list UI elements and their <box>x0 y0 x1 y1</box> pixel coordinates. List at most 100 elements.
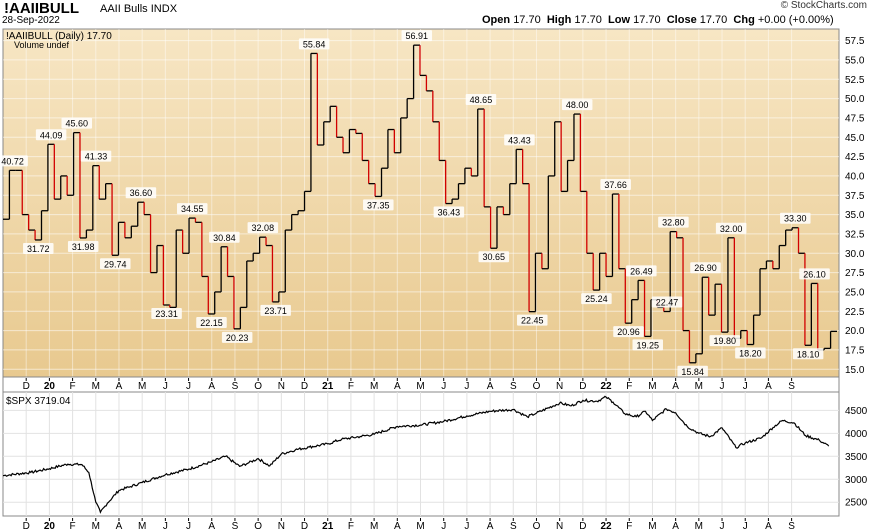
main-y-axis: 15.0 17.5 20.0 22.5 25.0 27.5 30.0 32.5 35.0 37.5… <box>845 36 865 376</box>
volume-note: Volume undef <box>14 40 70 50</box>
data-label: 30.65 <box>483 252 506 262</box>
data-label: 44.09 <box>40 130 63 140</box>
x-tick-label: A <box>672 521 679 531</box>
x-tick-label: M <box>370 381 378 392</box>
x-tick-label: 22 <box>600 381 612 392</box>
data-label-box <box>61 117 93 129</box>
x-tick-label: J <box>720 381 725 392</box>
data-label: 22.45 <box>521 316 544 326</box>
close-label: Close <box>666 14 697 26</box>
x-tick-label: A <box>487 521 494 531</box>
x-tick-label: J <box>186 381 191 392</box>
data-label: 23.31 <box>155 309 178 319</box>
data-label: 36.43 <box>438 208 461 218</box>
high-value: 17.70 <box>574 14 602 26</box>
x-tick-label: J <box>743 521 748 531</box>
x-tick-label: M <box>92 381 100 392</box>
high-label: High <box>546 14 572 26</box>
x-tick-label: M <box>138 381 146 392</box>
main-panel-background <box>2 28 840 378</box>
date-axis-bottom: D 20 F M A M J J A S O N D 21 F M A M J J A S O N D 22 F M A M J J A S <box>23 518 795 531</box>
x-tick-label: S <box>788 381 795 392</box>
data-label-box <box>196 316 227 328</box>
x-tick-label: A <box>672 381 679 392</box>
x-tick-label: F <box>626 381 632 392</box>
data-label-box <box>677 365 708 377</box>
x-tick-label: A <box>487 381 494 392</box>
x-tick-label: A <box>208 381 215 392</box>
x-tick-label: F <box>348 521 354 531</box>
x-tick-label: S <box>510 521 517 531</box>
x-tick-label: N <box>556 381 563 392</box>
x-tick-label: J <box>464 521 469 531</box>
data-label-box <box>504 134 535 146</box>
data-label-box <box>35 129 67 141</box>
x-tick-label: 20 <box>44 521 56 531</box>
data-label: 32.80 <box>662 218 685 228</box>
y-tick-label: 17.5 <box>845 345 865 356</box>
data-label: 20.96 <box>617 327 640 337</box>
data-label-box <box>780 212 811 224</box>
y-tick-label: 27.5 <box>845 268 865 279</box>
symbol-description: AAII Bulls INDX <box>100 3 177 15</box>
data-label: 29.74 <box>104 259 127 269</box>
data-label-box <box>632 339 663 351</box>
spx-y-tick-label: 3000 <box>845 475 868 486</box>
x-tick-label: O <box>254 381 262 392</box>
spx-y-tick-label: 4500 <box>845 406 868 417</box>
main-legend: !AAIIBULL (Daily) 17.70 <box>6 31 112 42</box>
y-tick-label: 42.5 <box>845 152 865 163</box>
data-label-box <box>23 242 54 254</box>
data-label: 45.60 <box>66 119 89 129</box>
data-label-box <box>600 179 631 191</box>
x-tick-label: S <box>510 381 517 392</box>
data-label-box <box>260 304 291 316</box>
chg-label: Chg <box>733 14 755 26</box>
data-label: 23.71 <box>264 306 287 316</box>
x-tick-label: S <box>232 521 239 531</box>
x-tick-label: M <box>695 381 703 392</box>
x-tick-label: F <box>348 381 354 392</box>
y-tick-label: 52.5 <box>845 75 865 86</box>
data-label-box <box>433 206 465 218</box>
spx-y-axis: 2500 3000 3500 4000 4500 <box>845 406 868 509</box>
x-tick-label: A <box>394 521 401 531</box>
y-tick-label: 32.5 <box>845 229 865 240</box>
y-tick-label: 35.0 <box>845 210 865 221</box>
spx-series <box>2 395 830 514</box>
data-label-box <box>626 265 657 277</box>
x-tick-label: M <box>138 521 146 531</box>
x-tick-label: M <box>648 521 656 531</box>
data-label: 36.60 <box>130 188 153 198</box>
data-label-box <box>247 222 279 234</box>
x-tick-label: D <box>579 381 586 392</box>
data-label-box <box>0 155 28 167</box>
data-label-box <box>151 308 182 320</box>
data-label-box <box>613 326 644 338</box>
x-tick-label: M <box>648 381 656 392</box>
spx-y-tick-label: 3500 <box>845 452 868 463</box>
open-label: Open <box>482 14 511 26</box>
data-label: 32.08 <box>252 223 275 233</box>
x-tick-label: 20 <box>44 381 56 392</box>
data-label-box <box>735 347 766 359</box>
data-label: 19.25 <box>636 340 659 350</box>
x-tick-label: 21 <box>322 521 334 531</box>
data-label: 34.55 <box>181 204 204 214</box>
stockcharts-watermark: © StockCharts.com <box>780 0 867 11</box>
y-tick-label: 30.0 <box>845 249 865 260</box>
close-value: 17.70 <box>699 14 728 26</box>
x-tick-label: 21 <box>322 381 334 392</box>
x-tick-label: D <box>301 381 308 392</box>
y-tick-label: 50.0 <box>845 94 865 105</box>
data-label-box <box>799 268 830 280</box>
x-tick-label: A <box>208 521 215 531</box>
data-label: 18.20 <box>739 349 762 359</box>
y-tick-label: 45.0 <box>845 133 865 144</box>
x-tick-label: 22 <box>600 521 612 531</box>
data-label-box <box>792 348 824 360</box>
data-label: 22.47 <box>656 297 679 307</box>
x-tick-label: A <box>116 521 123 531</box>
data-label: 41.33 <box>85 152 108 162</box>
data-label-box <box>401 30 433 42</box>
